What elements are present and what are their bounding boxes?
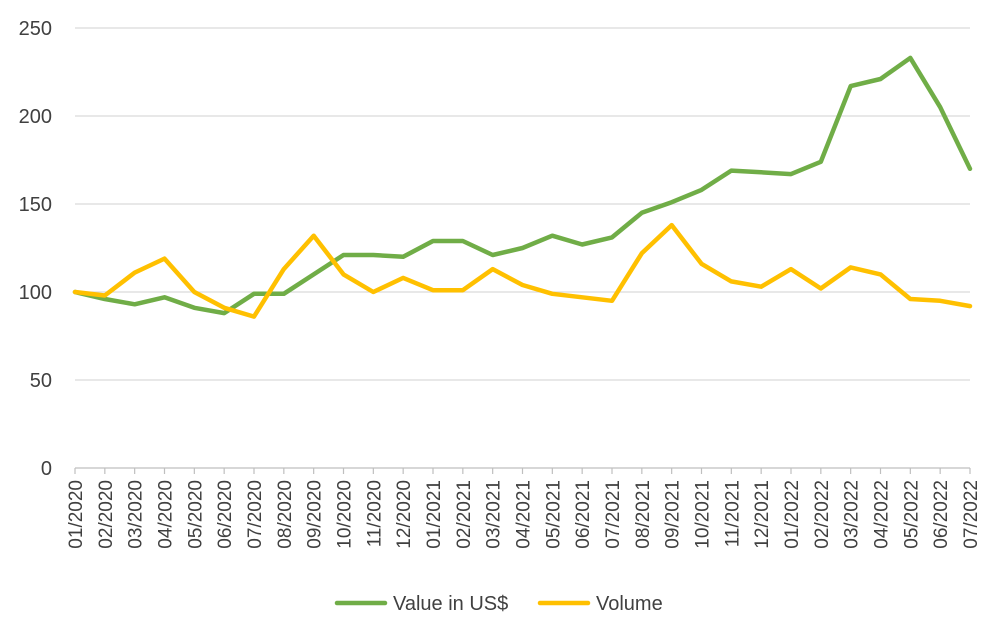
x-tick-label: 11/2020: [364, 480, 385, 547]
x-axis: [74, 467, 971, 474]
x-tick-label: 09/2020: [305, 480, 326, 549]
x-tick-label: 02/2021: [454, 480, 475, 549]
legend: Value in US$ Volume: [334, 593, 663, 615]
x-tick-label: 08/2020: [275, 480, 296, 549]
x-tick-label: 03/2021: [484, 480, 505, 549]
x-tick-label: 12/2021: [752, 480, 773, 549]
x-tick-label: 07/2021: [603, 480, 624, 549]
x-tick-label: 05/2022: [901, 480, 922, 549]
series-line-volume: [72, 222, 973, 319]
x-tick-label: 07/2020: [245, 480, 266, 549]
series-line-value: [72, 55, 973, 316]
series-lines: [72, 55, 973, 319]
x-tick-label: 03/2022: [842, 480, 863, 549]
gridlines: [75, 27, 970, 381]
x-tick-label: 01/2021: [424, 480, 445, 549]
x-tick-label: 04/2022: [872, 480, 893, 549]
x-tick-label: 12/2020: [394, 480, 415, 549]
y-tick-label: 200: [19, 106, 52, 128]
x-tick-label: 01/2022: [782, 480, 803, 549]
x-tick-label: 09/2021: [663, 480, 684, 549]
x-tick-label: 06/2021: [573, 480, 594, 549]
x-tick-label: 08/2021: [633, 480, 654, 549]
x-tick-label: 01/2020: [66, 480, 87, 549]
legend-label: Value in US$: [393, 593, 508, 615]
x-tick-label: 04/2020: [156, 480, 177, 549]
x-tick-label: 04/2021: [514, 480, 535, 549]
y-axis-ticks: 0 50 100 150 200 250: [19, 18, 52, 480]
y-tick-label: 100: [19, 282, 52, 304]
x-tick-label: 11/2021: [722, 480, 743, 547]
x-tick-label: 10/2020: [335, 480, 356, 549]
y-tick-label: 0: [41, 458, 52, 480]
x-tick-label: 03/2020: [126, 480, 147, 549]
x-tick-label: 02/2020: [96, 480, 117, 549]
y-tick-label: 150: [19, 194, 52, 216]
x-tick-label: 05/2021: [543, 480, 564, 549]
y-tick-label: 50: [30, 370, 52, 392]
x-tick-label: 06/2022: [931, 480, 952, 549]
legend-label: Volume: [596, 593, 663, 615]
x-axis-ticks: 01/2020 02/2020 03/2020 04/2020 05/2020 06/20…: [66, 480, 982, 549]
x-tick-label: 02/2022: [812, 480, 833, 549]
x-tick-label: 10/2021: [693, 480, 714, 549]
x-tick-label: 07/2022: [961, 480, 982, 549]
x-tick-label: 06/2020: [215, 480, 236, 549]
x-tick-label: 05/2020: [185, 480, 206, 549]
y-tick-label: 250: [19, 18, 52, 40]
